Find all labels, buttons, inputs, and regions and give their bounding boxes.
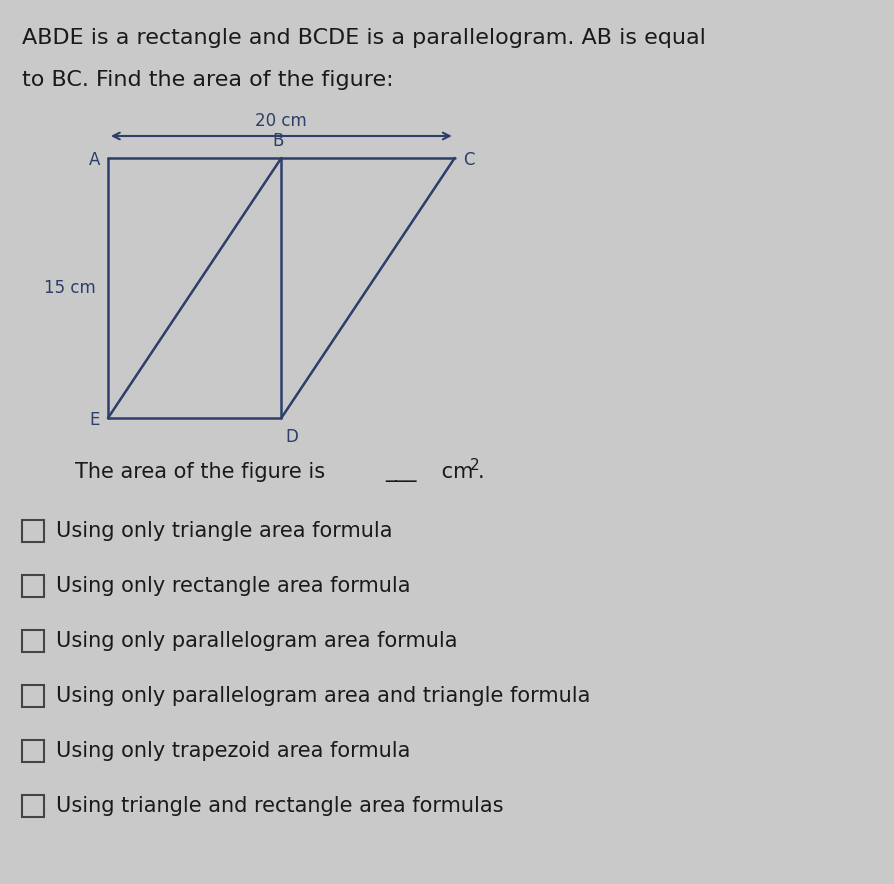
Text: ABDE is a rectangle and BCDE is a parallelogram. AB is equal: ABDE is a rectangle and BCDE is a parall… bbox=[22, 28, 706, 48]
Text: .: . bbox=[478, 462, 485, 482]
Text: A: A bbox=[89, 151, 100, 169]
Text: 15 cm: 15 cm bbox=[44, 279, 96, 297]
Text: The area of the figure is: The area of the figure is bbox=[75, 462, 332, 482]
Text: Using only trapezoid area formula: Using only trapezoid area formula bbox=[56, 741, 410, 761]
Text: to BC. Find the area of the figure:: to BC. Find the area of the figure: bbox=[22, 70, 393, 90]
Text: E: E bbox=[89, 411, 100, 429]
Text: Using only parallelogram area formula: Using only parallelogram area formula bbox=[56, 631, 458, 651]
Text: Using only parallelogram area and triangle formula: Using only parallelogram area and triang… bbox=[56, 686, 590, 706]
Text: Using triangle and rectangle area formulas: Using triangle and rectangle area formul… bbox=[56, 796, 503, 816]
Text: ___: ___ bbox=[385, 462, 417, 482]
Text: B: B bbox=[273, 132, 284, 150]
Text: 2: 2 bbox=[470, 458, 479, 473]
Text: Using only rectangle area formula: Using only rectangle area formula bbox=[56, 576, 410, 596]
Text: D: D bbox=[285, 428, 299, 446]
Text: C: C bbox=[463, 151, 474, 169]
Text: cm: cm bbox=[435, 462, 474, 482]
Text: 20 cm: 20 cm bbox=[256, 112, 308, 130]
Text: Using only triangle area formula: Using only triangle area formula bbox=[56, 521, 392, 541]
